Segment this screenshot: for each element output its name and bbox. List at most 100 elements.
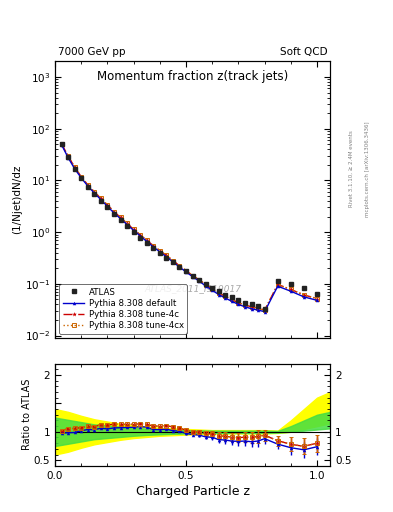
Pythia 8.308 default [190,273,195,280]
ATLAS [92,191,97,197]
Pythia 8.308 tune-4cx [217,290,221,296]
ATLAS [242,300,247,306]
Pythia 8.308 default [242,304,247,310]
Pythia 8.308 default [138,233,143,239]
Pythia 8.308 default [105,203,110,209]
Pythia 8.308 tune-4cx [177,263,182,269]
Pythia 8.308 tune-4c [230,296,234,303]
Line: Pythia 8.308 tune-4c: Pythia 8.308 tune-4c [59,141,320,313]
Pythia 8.308 tune-4cx [138,231,143,238]
Pythia 8.308 tune-4cx [164,252,169,259]
ATLAS [72,165,77,172]
Pythia 8.308 default [72,166,77,172]
Pythia 8.308 tune-4cx [242,302,247,308]
Pythia 8.308 default [230,298,234,304]
Pythia 8.308 tune-4c [131,226,136,232]
Pythia 8.308 tune-4cx [59,141,64,147]
Pythia 8.308 tune-4cx [79,174,84,180]
Pythia 8.308 tune-4c [125,220,129,226]
Pythia 8.308 tune-4cx [85,182,90,188]
Pythia 8.308 tune-4c [190,272,195,279]
Text: mcplots.cern.ch [arXiv:1306.3436]: mcplots.cern.ch [arXiv:1306.3436] [365,121,370,217]
Pythia 8.308 tune-4cx [230,296,234,303]
ATLAS [59,141,64,147]
Pythia 8.308 tune-4c [275,282,280,288]
ATLAS [138,234,143,241]
Pythia 8.308 tune-4c [118,215,123,221]
Pythia 8.308 tune-4cx [92,189,97,195]
Pythia 8.308 tune-4cx [210,286,215,292]
Pythia 8.308 default [151,244,156,250]
Pythia 8.308 tune-4c [223,293,228,300]
Pythia 8.308 tune-4c [92,189,97,195]
Pythia 8.308 default [177,264,182,270]
Text: Soft QCD: Soft QCD [280,47,327,57]
Pythia 8.308 default [236,302,241,308]
ATLAS [85,184,90,190]
ATLAS [171,259,175,265]
ATLAS [249,302,254,308]
Pythia 8.308 default [262,309,267,315]
ATLAS [275,278,280,284]
Pythia 8.308 tune-4c [66,153,70,159]
Pythia 8.308 tune-4cx [236,300,241,306]
Pythia 8.308 tune-4c [288,286,293,292]
ATLAS [164,254,169,261]
Pythia 8.308 default [164,253,169,260]
Pythia 8.308 tune-4c [138,231,143,238]
Pythia 8.308 default [125,222,129,228]
Pythia 8.308 default [223,295,228,301]
ATLAS [223,291,228,297]
Pythia 8.308 tune-4c [256,305,261,311]
Pythia 8.308 default [288,288,293,294]
Pythia 8.308 tune-4c [72,164,77,170]
ATLAS [262,306,267,312]
ATLAS [105,204,110,210]
ATLAS [131,229,136,235]
ATLAS [112,211,116,218]
Pythia 8.308 tune-4cx [112,208,116,215]
Pythia 8.308 default [315,297,320,304]
Pythia 8.308 default [256,307,261,313]
Pythia 8.308 tune-4c [85,182,90,188]
ATLAS [288,281,293,287]
Pythia 8.308 tune-4cx [66,153,70,159]
Pythia 8.308 tune-4c [164,252,169,259]
Pythia 8.308 default [210,287,215,293]
Pythia 8.308 default [203,283,208,289]
Pythia 8.308 tune-4c [184,268,188,274]
Y-axis label: Ratio to ATLAS: Ratio to ATLAS [22,379,32,451]
Pythia 8.308 default [112,210,116,216]
Pythia 8.308 tune-4cx [105,202,110,208]
Pythia 8.308 tune-4c [79,174,84,180]
Text: 7000 GeV pp: 7000 GeV pp [58,47,125,57]
Pythia 8.308 default [275,283,280,289]
Pythia 8.308 tune-4c [59,141,64,147]
Pythia 8.308 tune-4cx [203,282,208,288]
Line: ATLAS: ATLAS [59,142,320,311]
ATLAS [197,276,202,283]
Pythia 8.308 tune-4c [171,258,175,264]
Line: Pythia 8.308 default: Pythia 8.308 default [60,143,319,313]
Pythia 8.308 default [197,278,202,284]
Pythia 8.308 tune-4c [177,263,182,269]
Pythia 8.308 tune-4c [144,238,149,244]
ATLAS [66,154,70,160]
Pythia 8.308 tune-4c [210,286,215,292]
ATLAS [190,272,195,279]
Pythia 8.308 default [99,197,103,203]
Pythia 8.308 tune-4cx [144,238,149,244]
ATLAS [158,250,162,256]
Pythia 8.308 tune-4c [242,302,247,308]
Pythia 8.308 tune-4cx [262,307,267,313]
ATLAS [236,297,241,304]
Text: Rivet 3.1.10, ≥ 2.4M events: Rivet 3.1.10, ≥ 2.4M events [349,131,354,207]
Pythia 8.308 tune-4cx [249,304,254,310]
Pythia 8.308 tune-4cx [275,282,280,288]
ATLAS [230,294,234,301]
Legend: ATLAS, Pythia 8.308 default, Pythia 8.308 tune-4c, Pythia 8.308 tune-4cx: ATLAS, Pythia 8.308 default, Pythia 8.30… [59,284,187,334]
Text: Momentum fraction z(track jets): Momentum fraction z(track jets) [97,70,288,83]
ATLAS [256,303,261,309]
Pythia 8.308 tune-4c [249,304,254,310]
Pythia 8.308 tune-4c [217,290,221,296]
